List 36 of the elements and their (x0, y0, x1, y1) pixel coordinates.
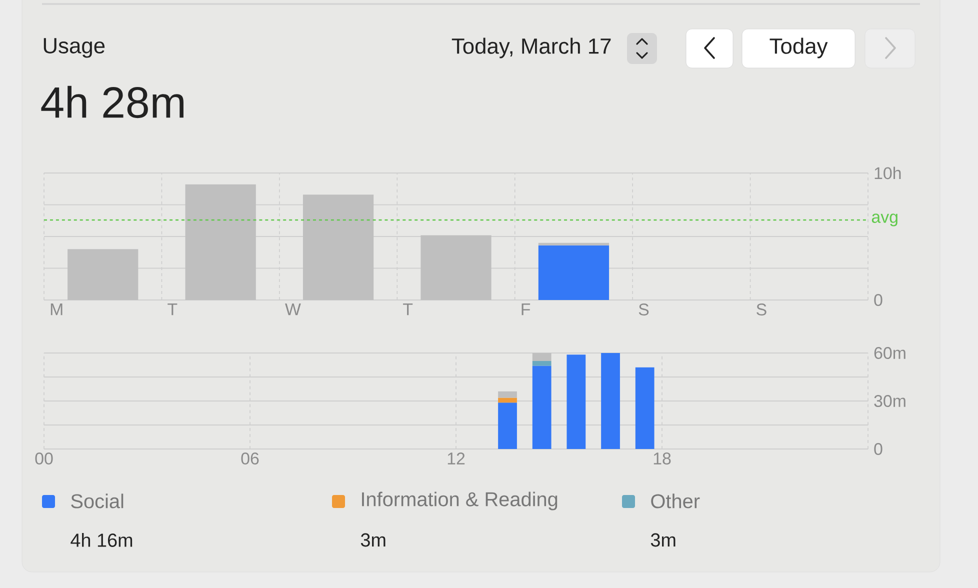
legend-label: Social (71, 494, 124, 508)
bar (498, 391, 517, 398)
chart-title: Usage (44, 38, 105, 58)
ref-line-label: avg (872, 214, 898, 226)
text: 3m (360, 533, 386, 547)
x-tick-label: S (638, 304, 649, 316)
text: 3m (650, 533, 676, 547)
x-tick-label: S (756, 304, 766, 316)
text: Today, March 17 (452, 38, 611, 58)
y-tick-label: 60m (874, 346, 906, 359)
text: Today (770, 38, 828, 58)
bar (635, 367, 654, 449)
x-tick-label: T (168, 304, 178, 316)
legend-label: Information & Reading (362, 492, 558, 510)
legend-label: Other (651, 494, 700, 508)
chart-subtitle: 4h 28m (41, 86, 184, 118)
x-tick-label: F (522, 304, 530, 316)
x-tick-label: 00 (35, 452, 53, 464)
x-tick-label: T (403, 304, 413, 316)
text: 4h 16m (70, 533, 132, 547)
bar (532, 366, 552, 449)
x-tick-label: 06 (241, 452, 259, 464)
x-tick-label: 18 (654, 452, 671, 464)
x-tick-label: W (285, 304, 301, 316)
bar (498, 398, 517, 403)
bar (532, 360, 552, 366)
bar (498, 402, 517, 449)
y-tick-label: 30m (874, 394, 906, 407)
x-tick-label: 12 (448, 452, 465, 464)
bar (532, 352, 552, 361)
bar (601, 352, 620, 449)
y-tick-label: 10h (874, 166, 901, 180)
y-tick-label: 0 (874, 294, 882, 306)
x-tick-label: M (50, 304, 62, 316)
y-tick-label: 0 (874, 442, 882, 455)
bar (566, 354, 586, 449)
